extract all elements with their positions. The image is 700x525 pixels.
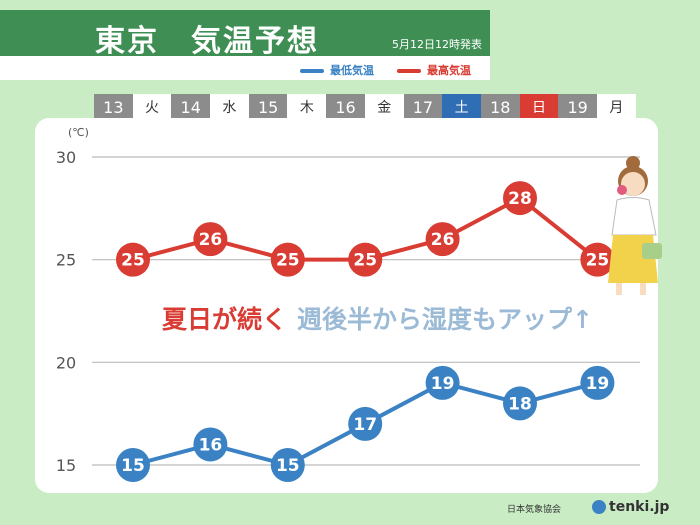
chart-panel — [35, 118, 658, 493]
data-label-min: 16 — [199, 435, 223, 455]
unit-label: (℃) — [68, 126, 89, 139]
data-label-min: 19 — [431, 374, 455, 394]
data-point-min — [193, 427, 228, 462]
legend-max-label: 最高気温 — [427, 64, 471, 77]
day-of-week: 月 — [597, 94, 636, 120]
day-cell: 16 金 — [326, 94, 404, 120]
day-date: 19 — [558, 94, 598, 120]
day-of-week: 木 — [287, 94, 327, 120]
data-point-max — [425, 222, 460, 257]
day-strip: 13 火 14 水 15 木 16 金 17 土 18 日 19 月 — [94, 94, 636, 120]
day-of-week: 金 — [364, 94, 404, 120]
credit-label: 日本気象協会 — [507, 505, 562, 515]
data-point-max — [270, 242, 305, 277]
data-label-min: 19 — [586, 374, 610, 394]
y-tick-label: 30 — [56, 148, 76, 167]
legend-min: 最低気温 — [300, 62, 374, 78]
legend-max-swatch — [397, 69, 421, 73]
data-label-max: 25 — [276, 251, 300, 271]
day-cell: 17 土 — [403, 94, 481, 120]
day-date: 16 — [326, 94, 365, 120]
forecast-message: 夏日が続く 週後半から湿度もアップ↑ — [162, 300, 593, 336]
data-point-max — [116, 242, 150, 277]
data-label-max: 25 — [121, 251, 145, 271]
day-of-week: 水 — [210, 94, 249, 120]
data-point-min — [425, 365, 460, 400]
legend-min-swatch — [300, 69, 324, 73]
legend-min-label: 最低気温 — [330, 64, 374, 77]
data-label-min: 15 — [121, 456, 145, 476]
data-point-min — [348, 406, 383, 441]
data-point-max — [503, 181, 537, 216]
data-label-max: 25 — [586, 251, 610, 271]
y-tick-label: 20 — [56, 353, 76, 372]
day-date: 13 — [94, 94, 133, 120]
data-point-max — [193, 222, 228, 257]
data-label-min: 17 — [353, 415, 377, 435]
data-point-min — [270, 448, 305, 482]
legend-max: 最高気温 — [397, 62, 471, 78]
header-banner: 東京 気温予想 5月12日12時発表 最低気温 最高気温 — [0, 10, 490, 80]
data-point-min — [580, 365, 615, 400]
day-date: 14 — [171, 94, 211, 120]
data-point-min — [116, 448, 150, 482]
data-point-max — [580, 242, 615, 277]
data-label-max: 25 — [353, 251, 377, 271]
day-of-week: 日 — [519, 94, 559, 120]
brand-logo: tenki.jp — [592, 499, 669, 515]
day-cell: 18 日 — [480, 94, 559, 120]
brand-label: tenki.jp — [609, 499, 670, 515]
message-blue: 週後半から湿度もアップ↑ — [297, 305, 593, 334]
day-cell: 13 火 — [94, 94, 172, 120]
data-point-max — [348, 242, 383, 277]
data-label-max: 26 — [199, 230, 223, 250]
data-label-min: 15 — [276, 456, 300, 476]
day-date: 17 — [403, 94, 443, 120]
page-title: 東京 気温予想 — [95, 24, 319, 59]
tenki-logo-icon — [592, 500, 606, 514]
y-tick-label: 15 — [56, 456, 76, 475]
title-bar: 東京 気温予想 5月12日12時発表 — [0, 10, 490, 59]
data-label-max: 28 — [508, 189, 532, 209]
day-cell: 19 月 — [558, 94, 636, 120]
message-red: 夏日が続く — [162, 305, 288, 334]
day-cell: 14 水 — [171, 94, 249, 120]
day-cell: 15 木 — [248, 94, 327, 120]
day-of-week: 火 — [132, 94, 172, 120]
day-of-week: 土 — [442, 94, 481, 120]
day-date: 15 — [248, 94, 288, 120]
data-label-min: 18 — [508, 394, 532, 414]
data-point-min — [503, 386, 537, 421]
y-tick-label: 25 — [56, 251, 76, 270]
data-label-max: 26 — [431, 230, 455, 250]
day-date: 18 — [480, 94, 520, 120]
person-illustration — [608, 156, 662, 295]
issued-time: 5月12日12時発表 — [392, 38, 482, 51]
